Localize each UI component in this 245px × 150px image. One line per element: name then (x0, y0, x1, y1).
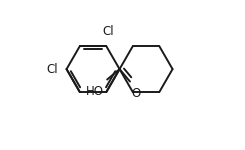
Text: HO: HO (86, 85, 104, 98)
Text: Cl: Cl (47, 63, 59, 76)
Text: O: O (131, 87, 141, 100)
Text: Cl: Cl (102, 25, 114, 38)
